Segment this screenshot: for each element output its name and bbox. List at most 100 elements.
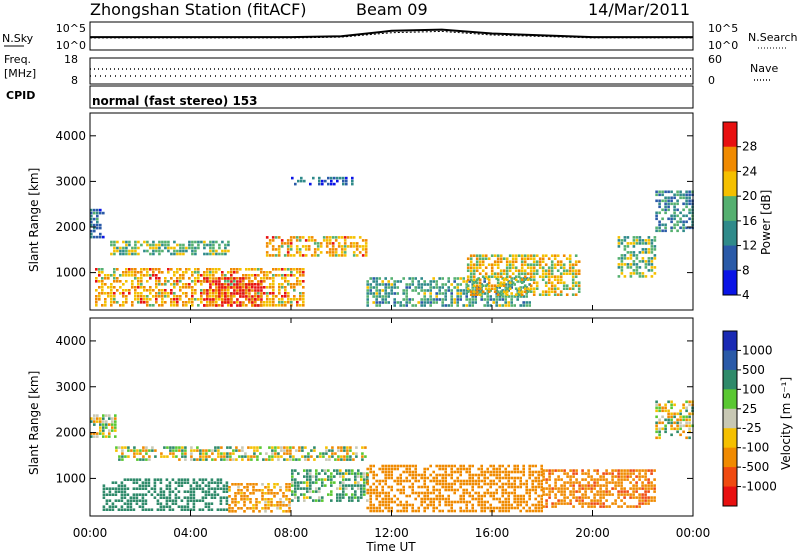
power-heatmap-cell [550, 275, 554, 278]
power-heatmap-cell [293, 286, 296, 289]
velocity-heatmap-cell [590, 490, 593, 493]
velocity-heatmap-cell [132, 496, 136, 499]
velocity-heatmap-cell [246, 486, 249, 489]
velocity-heatmap-cell [201, 478, 205, 481]
velocity-heatmap-cell [560, 487, 563, 490]
power-heatmap-cell [128, 289, 131, 292]
velocity-heatmap-cell [540, 479, 543, 483]
velocity-heatmap-cell [676, 424, 679, 428]
velocity-heatmap-cell [510, 506, 513, 510]
power-heatmap-cell [490, 269, 494, 272]
velocity-heatmap-cell [679, 412, 682, 416]
velocity-heatmap-cell [345, 472, 348, 475]
power-heatmap-cell [617, 275, 621, 278]
power-heatmap-cell [664, 190, 667, 194]
velocity-heatmap-cell [153, 484, 157, 487]
velocity-heatmap-cell [220, 458, 223, 461]
velocity-heatmap-cell [214, 446, 217, 449]
power-heatmap-cell [505, 275, 509, 278]
power-heatmap-cell [571, 275, 575, 278]
velocity-heatmap-cell [228, 510, 231, 513]
y-tick-label: 1000 [55, 471, 86, 485]
power-heatmap-cell [405, 292, 408, 295]
velocity-heatmap-cell [102, 496, 106, 499]
power-heatmap-cell [667, 205, 670, 209]
velocity-heatmap-cell [670, 418, 673, 422]
power-heatmap-cell [358, 251, 362, 254]
power-heatmap-cell [465, 304, 468, 307]
power-heatmap-cell [562, 263, 566, 266]
velocity-heatmap-cell [372, 488, 375, 492]
velocity-heatmap-cell [114, 420, 117, 423]
velocity-heatmap-cell [548, 487, 551, 490]
velocity-heatmap-cell [540, 500, 543, 504]
power-heatmap-cell [176, 271, 179, 274]
power-heatmap-cell [280, 242, 284, 245]
velocity-heatmap-cell [246, 495, 249, 498]
power-heatmap-cell [248, 289, 251, 292]
velocity-heatmap-cell [340, 458, 343, 461]
velocity-heatmap-cell [507, 497, 510, 501]
velocity-heatmap-cell [363, 481, 366, 484]
velocity-heatmap-cell [306, 487, 309, 490]
power-heatmap-cell [507, 280, 510, 283]
velocity-heatmap-cell [204, 484, 208, 487]
power-heatmap-cell [236, 304, 239, 307]
power-heatmap-cell [260, 289, 263, 292]
power-heatmap-cell [122, 301, 125, 304]
power-heatmap-cell [423, 289, 426, 292]
power-heatmap-cell [498, 286, 501, 289]
velocity-heatmap-cell [623, 496, 626, 499]
velocity-heatmap-cell [309, 484, 312, 487]
power-heatmap-cell [290, 271, 293, 274]
velocity-heatmap-cell [632, 496, 635, 499]
velocity-heatmap-cell [682, 430, 685, 434]
power-heatmap-cell [475, 254, 479, 257]
velocity-heatmap-cell [611, 502, 614, 505]
velocity-heatmap-cell [108, 505, 112, 508]
power-heatmap-cell [432, 301, 435, 304]
velocity-heatmap-cell [117, 499, 121, 502]
velocity-heatmap-cell [183, 481, 187, 484]
velocity-heatmap-cell [135, 481, 139, 484]
velocity-heatmap-cell [135, 478, 139, 481]
velocity-heatmap-cell [569, 484, 572, 487]
velocity-heatmap-cell [201, 499, 205, 502]
velocity-heatmap-cell [355, 452, 358, 455]
power-heatmap-cell [478, 290, 482, 293]
power-heatmap-cell [95, 295, 98, 298]
velocity-heatmap-cell [375, 485, 378, 489]
power-heatmap-cell [466, 257, 470, 260]
power-heatmap-cell [676, 220, 679, 224]
power-heatmap-cell [505, 293, 509, 296]
power-heatmap-cell [489, 295, 492, 298]
velocity-heatmap-cell [285, 489, 288, 492]
power-heatmap-cell [679, 226, 682, 230]
velocity-colorbar-swatch [723, 350, 737, 371]
velocity-heatmap-cell [492, 467, 495, 471]
power-heatmap-cell [499, 272, 503, 275]
velocity-heatmap-cell [180, 505, 184, 508]
power-heatmap-cell [408, 283, 411, 286]
power-heatmap-cell [635, 242, 639, 245]
power-heatmap-cell [487, 281, 491, 284]
velocity-heatmap-cell [453, 509, 456, 513]
velocity-heatmap-cell [291, 472, 294, 475]
power-heatmap-cell [516, 298, 519, 301]
power-heatmap-cell [340, 254, 344, 257]
power-heatmap-cell [361, 245, 365, 248]
power-heatmap-cell [496, 278, 500, 281]
power-heatmap-cell [286, 254, 290, 257]
power-heatmap-cell [522, 295, 525, 298]
velocity-heatmap-cell [330, 481, 333, 484]
velocity-heatmap-cell [300, 493, 303, 496]
power-heatmap-cell [230, 304, 233, 307]
power-heatmap-cell [104, 301, 107, 304]
velocity-heatmap-cell [322, 455, 325, 458]
velocity-heatmap-cell [235, 446, 238, 449]
power-heatmap-cell [274, 254, 278, 257]
power-heatmap-cell [620, 254, 624, 257]
power-heatmap-cell [236, 292, 239, 295]
power-heatmap-cell [466, 266, 470, 269]
velocity-heatmap-cell [118, 446, 121, 449]
